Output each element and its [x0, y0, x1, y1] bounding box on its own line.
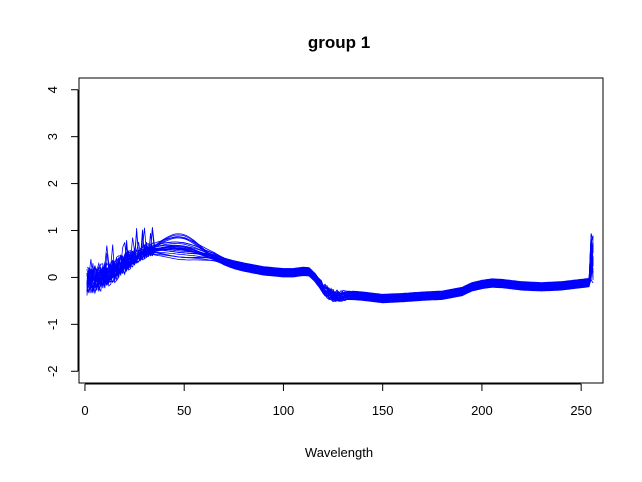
x-tick-label: 250 [570, 403, 592, 418]
y-tick-label: 3 [45, 133, 60, 140]
x-axis-label: Wavelength [305, 445, 373, 460]
y-tick-label: 4 [45, 86, 60, 93]
chart-title: group 1 [308, 33, 370, 52]
x-tick-label: 200 [471, 403, 493, 418]
y-tick-label: 1 [45, 227, 60, 234]
y-tick-label: -2 [45, 365, 60, 377]
y-axis: -2 -1 0 1 2 3 4 [45, 86, 79, 377]
y-tick-label: 0 [45, 274, 60, 281]
y-tick-label: -1 [45, 319, 60, 331]
x-tick-label: 0 [81, 403, 88, 418]
series-layer [86, 227, 594, 304]
x-tick-label: 100 [273, 403, 295, 418]
series-line [86, 227, 594, 295]
series-line [86, 228, 594, 303]
x-tick-label: 150 [372, 403, 394, 418]
x-axis: 0 50 100 150 200 250 [81, 383, 592, 418]
x-tick-label: 50 [177, 403, 191, 418]
plot-frame [78, 77, 604, 384]
y-tick-label: 2 [45, 180, 60, 187]
